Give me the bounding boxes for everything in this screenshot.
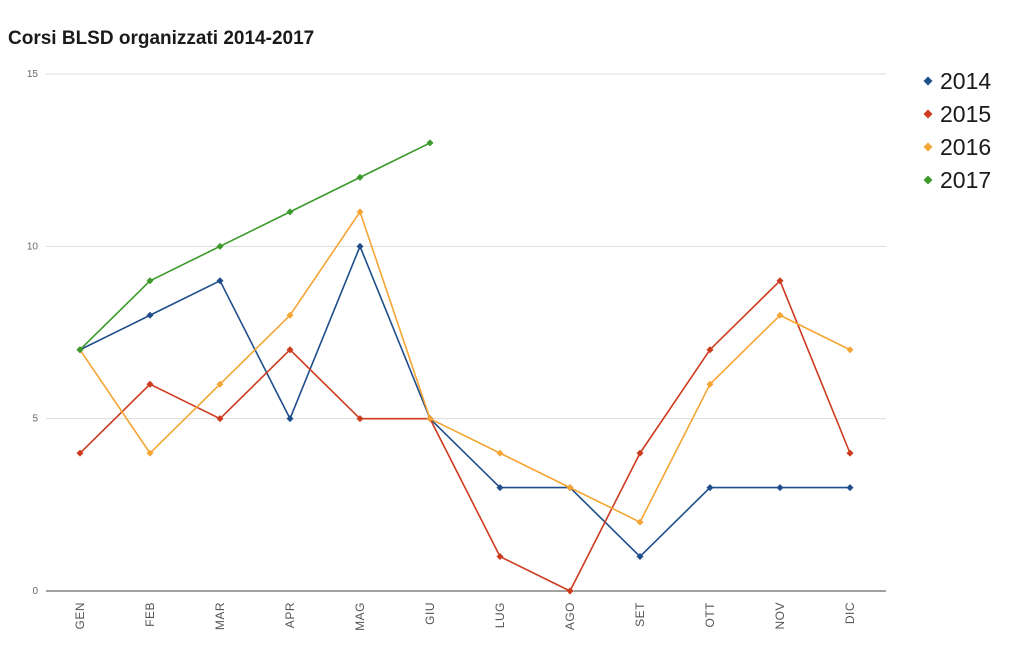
y-axis-ticks: 0 5 10 15 bbox=[27, 69, 39, 597]
data-point bbox=[356, 208, 364, 216]
data-point bbox=[496, 553, 504, 561]
data-point bbox=[356, 415, 364, 423]
series-layer bbox=[76, 139, 854, 595]
legend-item-2014: 2014 bbox=[923, 68, 991, 94]
data-point bbox=[356, 173, 364, 181]
data-point bbox=[286, 415, 294, 423]
series-line-2016 bbox=[79, 211, 851, 523]
data-point bbox=[286, 346, 294, 354]
x-tick-label: GEN bbox=[73, 602, 87, 630]
data-point bbox=[846, 449, 854, 457]
series-line-2017 bbox=[79, 142, 431, 351]
legend-marker bbox=[923, 142, 933, 152]
legend-item-2016: 2016 bbox=[923, 134, 991, 160]
legend-marker bbox=[923, 76, 933, 86]
x-tick-label: NOV bbox=[773, 602, 787, 630]
series-line-2014 bbox=[79, 245, 850, 558]
data-point bbox=[636, 518, 644, 526]
data-point bbox=[776, 484, 784, 492]
data-point bbox=[776, 311, 784, 319]
data-point bbox=[846, 346, 854, 354]
y-tick-label: 15 bbox=[27, 69, 39, 80]
data-point bbox=[216, 242, 224, 250]
x-tick-label: OTT bbox=[703, 602, 717, 628]
series-line-2015 bbox=[79, 279, 851, 592]
y-tick-label: 10 bbox=[27, 241, 39, 252]
x-tick-label: MAG bbox=[353, 602, 367, 631]
data-point bbox=[496, 484, 504, 492]
data-point bbox=[776, 277, 784, 285]
data-point bbox=[846, 484, 854, 492]
data-point bbox=[636, 449, 644, 457]
data-point bbox=[216, 380, 224, 388]
legend-label: 2017 bbox=[940, 167, 991, 193]
data-point bbox=[146, 311, 154, 319]
data-point bbox=[706, 484, 714, 492]
data-point bbox=[426, 139, 434, 147]
x-tick-label: APR bbox=[283, 602, 297, 628]
data-point bbox=[356, 242, 364, 250]
series-2017 bbox=[76, 139, 434, 354]
x-tick-label: GIU bbox=[423, 602, 437, 625]
data-point bbox=[706, 346, 714, 354]
legend-item-2017: 2017 bbox=[923, 167, 991, 193]
x-tick-label: MAR bbox=[213, 602, 227, 630]
grid-lines bbox=[46, 73, 886, 592]
series-2014 bbox=[76, 242, 854, 561]
x-tick-label: FEB bbox=[143, 602, 157, 627]
data-point bbox=[146, 449, 154, 457]
data-point bbox=[426, 415, 434, 423]
legend-marker bbox=[923, 175, 933, 185]
x-tick-label: SET bbox=[633, 602, 647, 627]
data-point bbox=[146, 380, 154, 388]
legend-label: 2016 bbox=[940, 134, 991, 160]
data-point bbox=[566, 587, 574, 595]
x-tick-label: DIC bbox=[843, 602, 857, 624]
x-tick-label: LUG bbox=[493, 602, 507, 628]
data-point bbox=[76, 346, 84, 354]
legend-label: 2015 bbox=[940, 101, 991, 127]
y-tick-label: 5 bbox=[32, 414, 38, 425]
y-tick-label: 0 bbox=[32, 586, 38, 597]
x-tick-label: AGO bbox=[563, 602, 577, 630]
data-point bbox=[706, 380, 714, 388]
data-point bbox=[286, 311, 294, 319]
legend: 2014 2015 2016 2017 bbox=[923, 68, 991, 193]
data-point bbox=[566, 484, 574, 492]
legend-item-2015: 2015 bbox=[923, 101, 991, 127]
data-point bbox=[216, 415, 224, 423]
data-point bbox=[286, 208, 294, 216]
chart-title: Corsi BLSD organizzati 2014-2017 bbox=[8, 28, 314, 49]
data-point bbox=[146, 277, 154, 285]
data-point bbox=[496, 449, 504, 457]
data-point bbox=[76, 449, 84, 457]
legend-label: 2014 bbox=[940, 68, 991, 94]
x-axis-ticks: GEN FEB MAR APR MAG GIU LUG AGO SET OTT NOV DIC bbox=[73, 602, 857, 631]
data-point bbox=[636, 553, 644, 561]
series-2016 bbox=[76, 208, 854, 526]
legend-marker bbox=[923, 109, 933, 119]
data-point bbox=[216, 277, 224, 285]
